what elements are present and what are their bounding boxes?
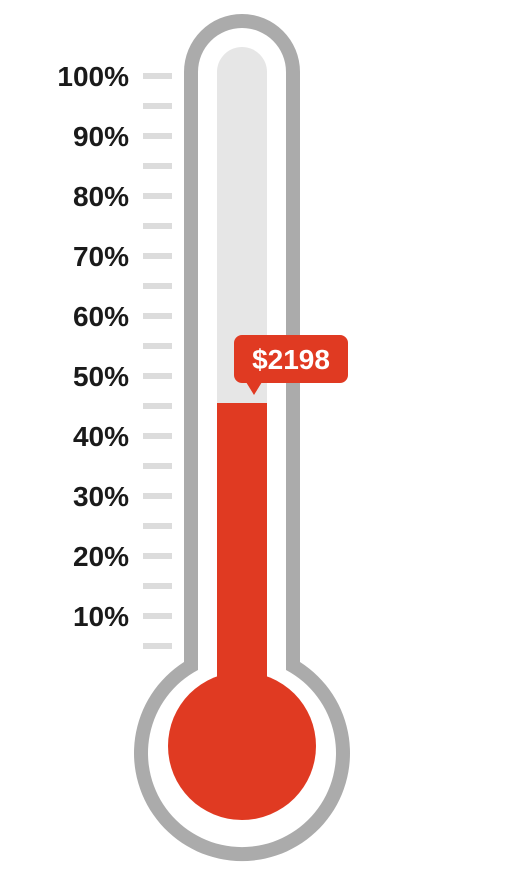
minor-tick (143, 403, 172, 409)
value-badge-pointer (246, 382, 262, 395)
minor-tick (143, 283, 172, 289)
tick-label: 100% (57, 61, 129, 92)
tick-label: 50% (73, 361, 129, 392)
minor-tick (143, 343, 172, 349)
major-tick (143, 133, 172, 139)
tick-label: 90% (73, 121, 129, 152)
thermometer-bulb (168, 672, 316, 820)
value-badge: $2198 (234, 335, 348, 395)
tick-label: 20% (73, 541, 129, 572)
scale-labels: 100% 90% 80% 70% 60% 50% 40% 30% 20% 10% (57, 61, 129, 632)
major-tick (143, 193, 172, 199)
major-tick (143, 73, 172, 79)
major-tick (143, 493, 172, 499)
major-tick (143, 433, 172, 439)
tick-label: 60% (73, 301, 129, 332)
scale-ticks (143, 73, 172, 649)
value-badge-box (234, 335, 348, 383)
minor-tick (143, 643, 172, 649)
tick-label: 70% (73, 241, 129, 272)
minor-tick (143, 583, 172, 589)
tick-label: 10% (73, 601, 129, 632)
thermometer-mercury-fill (217, 403, 267, 724)
tick-label: 40% (73, 421, 129, 452)
major-tick (143, 253, 172, 259)
minor-tick (143, 523, 172, 529)
value-label: $2198 (252, 344, 330, 375)
minor-tick (143, 163, 172, 169)
tick-label: 80% (73, 181, 129, 212)
major-tick (143, 313, 172, 319)
minor-tick (143, 463, 172, 469)
minor-tick (143, 103, 172, 109)
minor-tick (143, 223, 172, 229)
major-tick (143, 373, 172, 379)
tick-label: 30% (73, 481, 129, 512)
major-tick (143, 613, 172, 619)
major-tick (143, 553, 172, 559)
